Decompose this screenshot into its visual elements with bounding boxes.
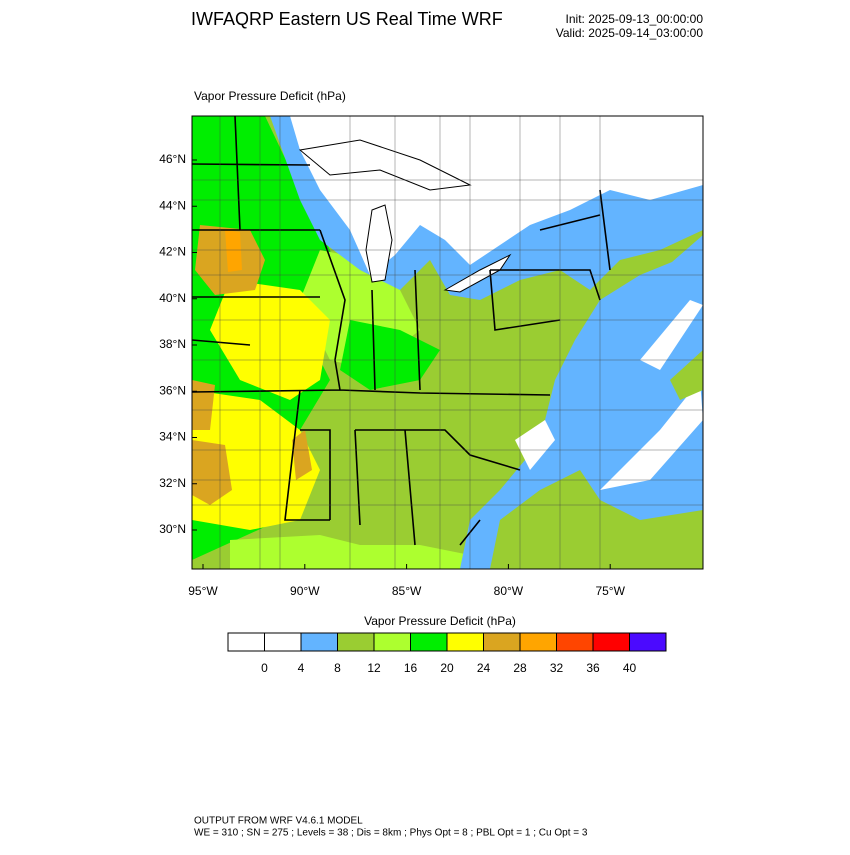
lake-superior [298,139,472,191]
colorbar-box [592,632,630,652]
map-frame [191,115,704,570]
colorbar-box [629,632,667,652]
colorbar-label: 36 [586,661,600,675]
field-label: Vapor Pressure Deficit (hPa) [194,89,346,103]
lon-label: 80°W [494,584,524,598]
colorbar-box [483,632,521,652]
green-region [340,320,440,390]
map [192,116,703,569]
lat-label: 32°N [159,476,186,490]
colorbar-label: 32 [550,661,564,675]
lat-label: 34°N [159,430,186,444]
lat-label: 44°N [159,198,186,212]
colorbar-box [300,632,338,652]
colorbar-box [446,632,484,652]
lon-label: 95°W [188,584,218,598]
colorbar-box [227,632,265,652]
footer-line: OUTPUT FROM WRF V4.6.1 MODEL [194,816,363,827]
lat-label: 40°N [159,291,186,305]
lat-label: 36°N [159,383,186,397]
colorbar-label: 8 [334,661,341,675]
yellow-region [210,280,330,400]
lon-labels: 95°W 90°W 85°W 80°W 75°W [188,564,626,598]
colorbar-label: 24 [477,661,491,675]
orange-region [225,230,242,272]
lat-labels: 46°N 44°N 42°N 40°N 38°N 36°N 34°N 32°N 30°N [159,152,197,536]
colorbar-box [264,632,302,652]
title: IWFAQRP Eastern US Real Time WRF [191,9,503,29]
lon-label: 75°W [595,584,625,598]
ocean [460,235,703,569]
colorbar-label: 16 [404,661,418,675]
lat-label: 42°N [159,245,186,259]
ocean-white [640,300,703,370]
gulf-region [230,535,480,569]
lon-label: 90°W [290,584,320,598]
lon-label: 85°W [392,584,422,598]
colorbar-box [373,632,411,652]
footer-line: WE = 310 ; SN = 275 ; Levels = 38 ; Dis … [194,828,588,839]
colorbar-box [410,632,448,652]
colorbar-label: 20 [440,661,454,675]
colorbar-label: 28 [513,661,527,675]
colorbar-box [556,632,594,652]
coast-white [515,420,555,470]
orange-region [292,430,312,480]
lake-erie [443,253,512,293]
lat-label: 38°N [159,337,186,351]
ocean-green [490,470,703,569]
init-time: Init: 2025-09-13_00:00:00 [566,12,704,26]
colorbar-label: 12 [367,661,381,675]
lat-label: 46°N [159,152,186,166]
valid-time: Valid: 2025-09-14_03:00:00 [556,26,704,40]
colorbar-title: Vapor Pressure Deficit (hPa) [364,614,516,628]
lat-label: 30°N [159,522,186,536]
colorbar-label: 40 [623,661,637,675]
colorbar-label: 4 [298,661,305,675]
ocean-green [670,350,703,400]
orange-region [192,440,232,505]
colorbar-label: 0 [261,661,268,675]
colorbar-box [519,632,557,652]
county-lines [192,116,703,569]
colorbar-box [337,632,375,652]
colorbar: 0 4 8 12 16 20 24 28 32 36 40 [227,632,667,675]
